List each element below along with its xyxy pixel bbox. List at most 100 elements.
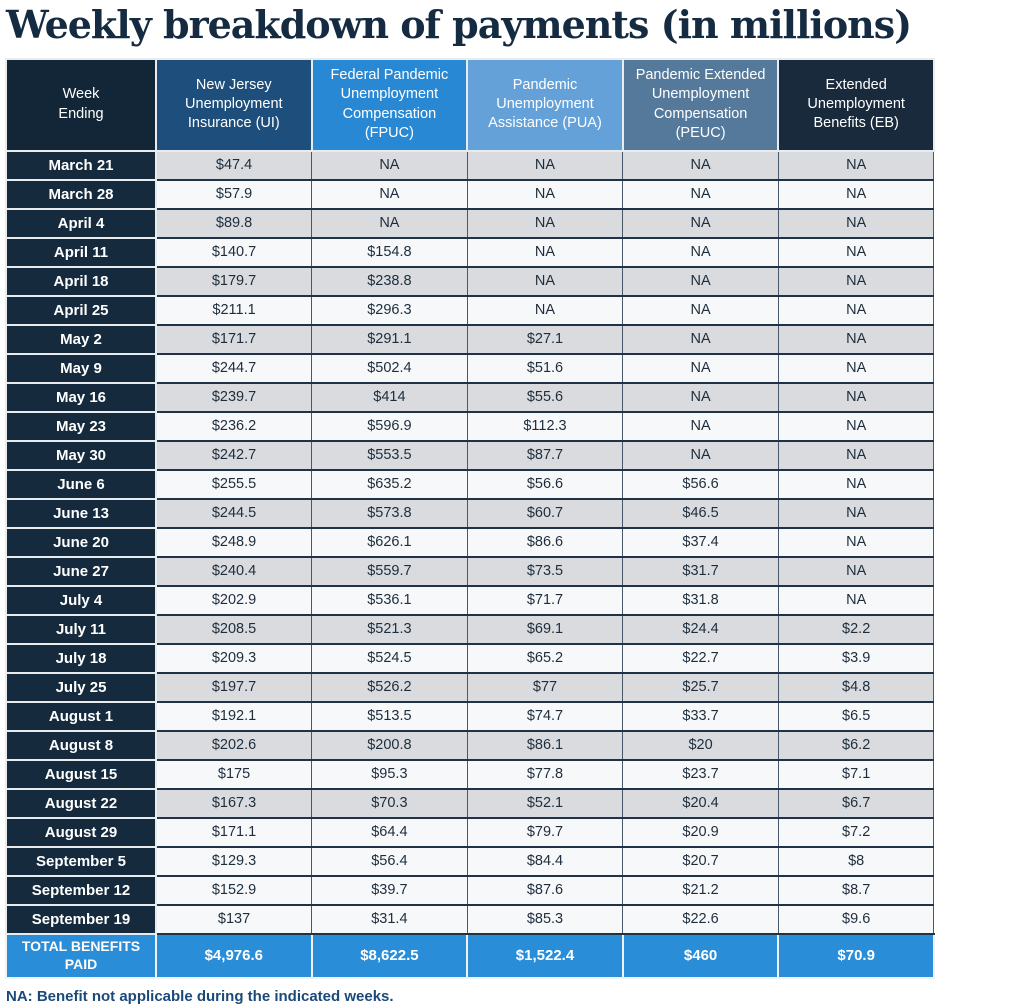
value-cell: $20.9 <box>622 816 779 848</box>
table-row: May 23 $236.2 $596.9 $112.3 NA NA <box>5 410 935 442</box>
value-cell: $20 <box>622 729 779 761</box>
value-cell: $137 <box>155 903 313 935</box>
table-row: June 20 $248.9 $626.1 $86.6 $37.4 NA <box>5 526 935 558</box>
week-cell: April 11 <box>5 236 157 268</box>
week-cell: May 9 <box>5 352 157 384</box>
value-cell: $244.5 <box>155 497 313 529</box>
table-row: June 6 $255.5 $635.2 $56.6 $56.6 NA <box>5 468 935 500</box>
value-cell: $23.7 <box>622 758 779 790</box>
week-cell: July 18 <box>5 642 157 674</box>
value-cell: $236.2 <box>155 410 313 442</box>
value-cell: NA <box>466 294 624 326</box>
page-title: Weekly breakdown of payments (in million… <box>6 2 912 47</box>
value-cell: $414 <box>311 381 468 413</box>
value-cell: $171.1 <box>155 816 313 848</box>
value-cell: $167.3 <box>155 787 313 819</box>
value-cell: NA <box>622 381 779 413</box>
value-cell: $9.6 <box>777 903 935 935</box>
value-cell: $208.5 <box>155 613 313 645</box>
table-row: August 22 $167.3 $70.3 $52.1 $20.4 $6.7 <box>5 787 935 819</box>
table-row: August 29 $171.1 $64.4 $79.7 $20.9 $7.2 <box>5 816 935 848</box>
value-cell: NA <box>777 526 935 558</box>
value-cell: $7.2 <box>777 816 935 848</box>
column-header-ui: New Jersey Unemployment Insurance (UI) <box>155 57 313 152</box>
week-cell: March 21 <box>5 149 157 181</box>
value-cell: $6.2 <box>777 729 935 761</box>
value-cell: $57.9 <box>155 178 313 210</box>
value-cell: NA <box>777 236 935 268</box>
week-cell: June 6 <box>5 468 157 500</box>
value-cell: $37.4 <box>622 526 779 558</box>
value-cell: $60.7 <box>466 497 624 529</box>
value-cell: $559.7 <box>311 555 468 587</box>
value-cell: $521.3 <box>311 613 468 645</box>
table-row: April 18 $179.7 $238.8 NA NA NA <box>5 265 935 297</box>
value-cell: $211.1 <box>155 294 313 326</box>
value-cell: $626.1 <box>311 526 468 558</box>
value-cell: $22.7 <box>622 642 779 674</box>
value-cell: NA <box>622 265 779 297</box>
column-header-week: Week Ending <box>5 57 157 152</box>
table-row: May 9 $244.7 $502.4 $51.6 NA NA <box>5 352 935 384</box>
value-cell: NA <box>777 149 935 181</box>
table-row: July 11 $208.5 $521.3 $69.1 $24.4 $2.2 <box>5 613 935 645</box>
week-cell: August 1 <box>5 700 157 732</box>
value-cell: $171.7 <box>155 323 313 355</box>
value-cell: NA <box>777 265 935 297</box>
value-cell: $502.4 <box>311 352 468 384</box>
value-cell: NA <box>777 352 935 384</box>
value-cell: $8 <box>777 845 935 877</box>
table-row: August 1 $192.1 $513.5 $74.7 $33.7 $6.5 <box>5 700 935 732</box>
column-header-pua: Pandemic Unemployment Assistance (PUA) <box>466 57 624 152</box>
value-cell: $86.1 <box>466 729 624 761</box>
value-cell: $71.7 <box>466 584 624 616</box>
value-cell: $64.4 <box>311 816 468 848</box>
value-cell: NA <box>777 323 935 355</box>
value-cell: $31.4 <box>311 903 468 935</box>
week-cell: September 12 <box>5 874 157 906</box>
value-cell: NA <box>311 149 468 181</box>
table-row: July 25 $197.7 $526.2 $77 $25.7 $4.8 <box>5 671 935 703</box>
value-cell: $51.6 <box>466 352 624 384</box>
week-cell: May 2 <box>5 323 157 355</box>
value-cell: NA <box>466 265 624 297</box>
table-row: April 25 $211.1 $296.3 NA NA NA <box>5 294 935 326</box>
week-cell: May 16 <box>5 381 157 413</box>
value-cell: $8.7 <box>777 874 935 906</box>
value-cell: $56.4 <box>311 845 468 877</box>
table-row: August 15 $175 $95.3 $77.8 $23.7 $7.1 <box>5 758 935 790</box>
value-cell: $85.3 <box>466 903 624 935</box>
table-row: May 16 $239.7 $414 $55.6 NA NA <box>5 381 935 413</box>
value-cell: $84.4 <box>466 845 624 877</box>
value-cell: NA <box>311 178 468 210</box>
table-row: September 19 $137 $31.4 $85.3 $22.6 $9.6 <box>5 903 935 935</box>
value-cell: NA <box>777 294 935 326</box>
value-cell: $39.7 <box>311 874 468 906</box>
table-row: June 27 $240.4 $559.7 $73.5 $31.7 NA <box>5 555 935 587</box>
value-cell: $296.3 <box>311 294 468 326</box>
value-cell: NA <box>777 381 935 413</box>
column-header-fpuc: Federal Pandemic Unemployment Compensati… <box>310 57 469 152</box>
value-cell: $74.7 <box>466 700 624 732</box>
value-cell: $152.9 <box>155 874 313 906</box>
value-cell: NA <box>777 468 935 500</box>
value-cell: $154.8 <box>311 236 468 268</box>
value-cell: $79.7 <box>466 816 624 848</box>
table-header: Week Ending New Jersey Unemployment Insur… <box>5 57 935 152</box>
value-cell: $31.8 <box>622 584 779 616</box>
value-cell: $47.4 <box>155 149 313 181</box>
value-cell: NA <box>777 497 935 529</box>
value-cell: $24.4 <box>622 613 779 645</box>
value-cell: $6.5 <box>777 700 935 732</box>
value-cell: NA <box>777 410 935 442</box>
week-cell: March 28 <box>5 178 157 210</box>
value-cell: $70.3 <box>311 787 468 819</box>
table-row: April 11 $140.7 $154.8 NA NA NA <box>5 236 935 268</box>
value-cell: $596.9 <box>311 410 468 442</box>
value-cell: $112.3 <box>466 410 624 442</box>
value-cell: $513.5 <box>311 700 468 732</box>
value-cell: $244.7 <box>155 352 313 384</box>
header-row: Week Ending New Jersey Unemployment Insur… <box>5 57 935 152</box>
value-cell: NA <box>622 207 779 239</box>
week-cell: June 27 <box>5 555 157 587</box>
